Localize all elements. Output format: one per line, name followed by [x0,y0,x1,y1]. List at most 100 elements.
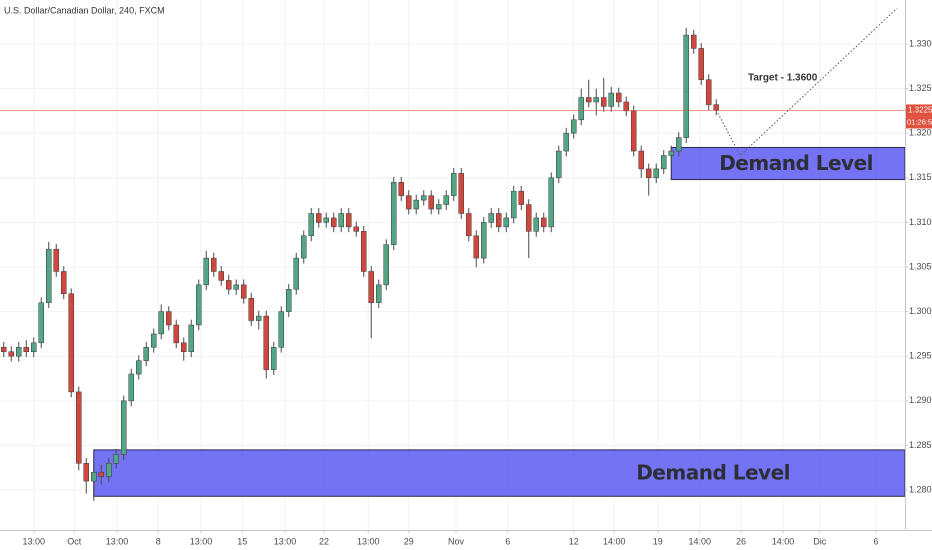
candle-body [390,182,397,245]
candle-body [675,137,682,152]
x-tick-label: 12 [569,536,579,546]
candle-body [315,213,322,223]
zone-label: Demand Level [636,461,790,485]
candle-body [540,217,547,228]
candle-body [405,195,412,210]
x-tick-label: 13:00 [357,536,380,546]
candle-body [135,360,142,375]
y-tick-label: 1.29000 [909,395,932,405]
candle-body [668,150,674,156]
x-tick-label: 6 [873,536,878,546]
candle-body [435,204,442,210]
candle-body [330,217,337,228]
x-tick-label: Nov [448,536,465,546]
grid [0,0,905,530]
candle-body [555,150,562,179]
y-tick-label: 1.30000 [909,306,932,316]
candle-body [218,271,224,281]
overlays [0,7,905,157]
x-tick-label: 29 [404,536,414,546]
candle-body [158,311,164,335]
candle-body [488,213,494,223]
y-tick-label: 1.31500 [909,172,932,182]
zone-label: Demand Level [719,151,873,175]
candle-body [210,257,217,272]
candle-body [368,271,374,303]
x-tick-label: 19 [653,536,663,546]
y-tick-label: 1.29500 [909,351,932,361]
candle-body [630,110,637,152]
candle-body [0,347,7,353]
candle-body [188,324,194,353]
candle-body [563,132,569,152]
candles [0,27,719,501]
candle-body [75,391,82,464]
candle-body [38,302,44,344]
candle-body [383,244,389,286]
candle-body [248,297,254,321]
y-tick-label: 1.32000 [909,128,932,138]
candle-body [660,155,667,170]
candle-body [548,177,554,228]
candle-body [83,463,89,482]
countdown-label: 01:26:54 [907,117,932,126]
x-tick-label: 22 [319,536,329,546]
candle-body [338,213,344,228]
candle-body [578,97,584,121]
x-tick-label: 15 [237,536,247,546]
candle-body [518,190,524,205]
candle-body [278,311,284,348]
candle-body [285,289,292,312]
x-tick-label: 26 [736,536,746,546]
x-tick-label: Oct [67,536,82,546]
candle-body [195,284,202,326]
candle-body [165,311,172,326]
chart-title: U.S. Dollar/Canadian Dollar, 240, FXCM [4,5,165,15]
candle-body [53,248,59,272]
candle-body [623,101,629,112]
candle-body [608,92,614,107]
candle-body [585,97,592,103]
candle-body [653,168,659,179]
candle-body [510,190,517,219]
x-tick-label: 13:00 [22,536,45,546]
y-tick-label: 1.30500 [909,261,932,271]
candle-body [503,217,509,228]
candle-body [713,104,719,111]
axes: 1.28000 1.28500 1.29000 1.29500 1.30000 1.305… [22,38,932,546]
candle-body [615,92,622,103]
annotation: Target - 1.3600 [748,73,818,84]
candle-body [45,248,52,303]
x-tick-label: 6 [505,536,510,546]
x-tick-label: 13:00 [106,536,129,546]
candle-body [593,97,599,103]
candle-body [308,213,314,237]
candle-body [128,373,134,402]
candle-body [150,333,157,348]
candle-body [413,199,419,210]
candle-body [690,34,697,49]
candle-body [233,284,239,290]
candle-body [420,195,427,201]
x-tick-label: 14:00 [603,536,626,546]
candle-body [353,226,359,232]
candle-body [375,284,382,303]
candle-body [495,213,502,228]
candle-body [525,204,532,232]
candle-body [15,347,22,357]
candle-body [263,315,269,370]
candle-body [120,400,127,455]
y-tick-label: 1.28500 [909,440,932,450]
candle-body [113,454,119,464]
candle-body [705,79,712,105]
candle-body [225,280,232,290]
candle-body [323,217,329,223]
x-tick-label: 8 [156,536,161,546]
candle-body [428,195,434,210]
candle-body [255,315,262,321]
candle-body [645,168,652,179]
x-tick-label: 13:00 [190,536,213,546]
y-tick-label: 1.32500 [909,83,932,93]
candle-body [180,342,187,353]
